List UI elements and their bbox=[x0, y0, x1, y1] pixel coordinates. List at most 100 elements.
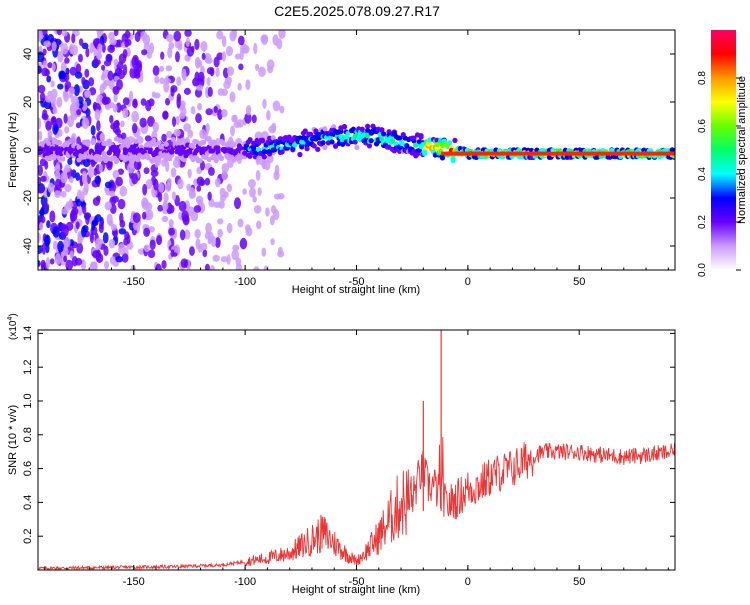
heatmap-cell bbox=[92, 38, 100, 48]
heatmap-cell bbox=[104, 181, 113, 189]
heatmap-cell bbox=[189, 187, 196, 197]
heatmap-cell bbox=[197, 71, 205, 82]
heatmap-cell bbox=[101, 64, 106, 71]
heatmap-cell bbox=[173, 129, 181, 137]
heatmap-cell bbox=[187, 129, 194, 138]
heatmap-cell bbox=[40, 175, 47, 182]
heatmap-cell bbox=[170, 137, 177, 143]
heatmap-cell bbox=[226, 183, 233, 193]
heatmap-cell bbox=[170, 85, 178, 93]
heatmap-cell bbox=[153, 178, 159, 191]
heatmap-cell bbox=[97, 43, 103, 54]
heatmap-cell bbox=[205, 222, 212, 234]
heatmap-cell bbox=[39, 221, 44, 231]
heatmap-cell bbox=[197, 158, 203, 164]
heatmap-cell bbox=[247, 137, 253, 143]
heatmap-cell bbox=[117, 69, 126, 80]
heatmap-cell bbox=[65, 67, 70, 75]
heatmap-cell bbox=[99, 132, 105, 143]
heatmap-cell bbox=[266, 110, 271, 121]
heatmap-cell bbox=[124, 39, 130, 48]
heatmap-cell bbox=[47, 182, 55, 194]
heatmap-cell bbox=[147, 149, 153, 155]
heatmap-cell bbox=[122, 97, 130, 106]
heatmap-cell bbox=[175, 246, 181, 254]
heatmap-cell bbox=[270, 135, 276, 141]
colorbar-tick-label: 0.0 bbox=[697, 263, 708, 277]
heatmap-cell bbox=[276, 38, 283, 50]
heatmap-cell bbox=[95, 249, 102, 261]
heatmap-cell bbox=[145, 202, 153, 212]
x-tick-label: -100 bbox=[234, 576, 256, 588]
heatmap-cell bbox=[38, 84, 46, 94]
heatmap-cell bbox=[251, 145, 257, 152]
heatmap-cell bbox=[119, 185, 128, 197]
heatmap-cell bbox=[258, 66, 266, 77]
heatmap-cell bbox=[103, 79, 111, 87]
heatmap-cell bbox=[56, 139, 62, 146]
heatmap-cell bbox=[194, 38, 200, 50]
heatmap-cell bbox=[187, 168, 192, 179]
heatmap-cell bbox=[226, 222, 233, 234]
heatmap-cell bbox=[214, 237, 221, 248]
heatmap-cell bbox=[223, 80, 231, 90]
heatmap-cell bbox=[38, 117, 42, 130]
heatmap-x-label: Height of straight line (km) bbox=[292, 284, 420, 296]
heatmap-cell bbox=[204, 177, 211, 186]
heatmap-cell bbox=[69, 250, 74, 260]
heatmap-cell bbox=[272, 100, 281, 112]
heatmap-cell bbox=[251, 114, 257, 124]
x-tick-label: -100 bbox=[234, 276, 256, 288]
heatmap-cell bbox=[150, 169, 159, 177]
heatmap-cell bbox=[206, 77, 211, 87]
heatmap-cell bbox=[186, 46, 195, 57]
heatmap-cell bbox=[38, 45, 43, 53]
heatmap-cell bbox=[140, 98, 147, 106]
heatmap-cell bbox=[111, 195, 120, 203]
heatmap-cell bbox=[133, 138, 139, 144]
heatmap-cell bbox=[136, 59, 142, 69]
heatmap-cell bbox=[207, 166, 215, 176]
heatmap-cell bbox=[141, 49, 148, 56]
heatmap-cell bbox=[96, 52, 102, 60]
heatmap-cell bbox=[89, 261, 96, 270]
heatmap-cell bbox=[221, 170, 228, 181]
heatmap-cell bbox=[161, 215, 169, 223]
heatmap-cell bbox=[167, 46, 173, 59]
heatmap-cell bbox=[345, 130, 351, 136]
heatmap-cell bbox=[45, 120, 52, 131]
heatmap-cell bbox=[104, 201, 112, 211]
heatmap-cell bbox=[64, 84, 69, 92]
heatmap-cell bbox=[270, 238, 275, 246]
heatmap-cell bbox=[225, 45, 234, 57]
heatmap-cell bbox=[85, 213, 90, 225]
heatmap-cell bbox=[82, 159, 91, 168]
snr-x-ticks: -150 -100 -50 0 50 bbox=[44, 330, 669, 588]
heatmap-cell bbox=[218, 155, 225, 161]
heatmap-cell bbox=[79, 191, 85, 202]
heatmap-cell bbox=[118, 228, 127, 235]
heatmap-cell bbox=[45, 257, 51, 269]
heatmap-cell bbox=[143, 244, 150, 252]
heatmap-cell bbox=[261, 131, 269, 139]
heatmap-cell bbox=[182, 71, 187, 81]
heatmap-cell bbox=[183, 123, 191, 132]
heatmap-cell bbox=[41, 113, 49, 121]
heatmap-cell bbox=[210, 235, 217, 248]
heatmap-cell bbox=[260, 34, 269, 44]
heatmap-cell bbox=[38, 232, 41, 243]
heatmap-cell bbox=[74, 98, 80, 110]
heatmap-cell bbox=[140, 30, 148, 41]
heatmap-cell bbox=[57, 240, 64, 253]
heatmap-cell bbox=[185, 37, 190, 47]
heatmap-cell bbox=[162, 111, 169, 119]
heatmap-cell bbox=[112, 85, 120, 95]
heatmap-cell bbox=[73, 84, 80, 97]
heatmap-cell bbox=[62, 239, 69, 251]
heatmap-cell bbox=[210, 148, 216, 154]
heatmap-cell bbox=[329, 139, 335, 145]
heatmap-cell bbox=[54, 253, 62, 265]
heatmap-cell bbox=[101, 96, 109, 106]
heatmap-cell bbox=[47, 129, 53, 142]
